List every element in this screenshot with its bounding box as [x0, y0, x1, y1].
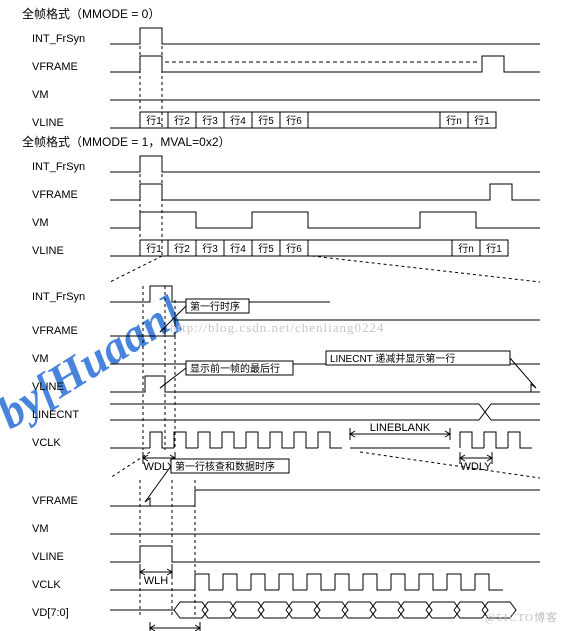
svg-text:行1: 行1 — [486, 242, 502, 255]
svg-text:行1: 行1 — [474, 114, 490, 127]
svg-text:行1: 行1 — [146, 242, 162, 255]
svg-text:INT_FrSyn: INT_FrSyn — [32, 161, 85, 173]
svg-text:行6: 行6 — [286, 242, 302, 255]
svg-text:VCLK: VCLK — [32, 579, 61, 591]
svg-text:第一行时序: 第一行时序 — [190, 300, 240, 313]
svg-text:INT_FrSyn: INT_FrSyn — [32, 291, 85, 303]
svg-text:第一行核查和数据时序: 第一行核查和数据时序 — [175, 460, 275, 473]
svg-text:行5: 行5 — [258, 242, 274, 255]
svg-text:行n: 行n — [446, 114, 462, 127]
svg-text:全帧格式（MMODE = 1，MVAL=0x2）: 全帧格式（MMODE = 1，MVAL=0x2） — [22, 134, 231, 149]
svg-text:行4: 行4 — [230, 114, 246, 127]
svg-text:VFRAME: VFRAME — [32, 325, 78, 337]
timing-diagram: by[Huaan] 全帧格式（MMODE = 0） INT_FrSyn VFRAME V… — [0, 0, 570, 631]
svg-text:行2: 行2 — [174, 114, 190, 127]
svg-text:VLINE: VLINE — [32, 245, 64, 257]
svg-text:VLINE: VLINE — [32, 551, 64, 563]
svg-text:VM: VM — [32, 89, 49, 101]
svg-text:行4: 行4 — [230, 242, 246, 255]
svg-text:行2: 行2 — [174, 242, 190, 255]
svg-text:VLINE: VLINE — [32, 381, 64, 393]
svg-text:VD[7:0]: VD[7:0] — [32, 607, 69, 619]
svg-text:LINECNT 递减并显示第一行: LINECNT 递减并显示第一行 — [330, 352, 455, 365]
svg-text:VLINE: VLINE — [32, 117, 64, 129]
svg-text:行3: 行3 — [202, 242, 218, 255]
svg-text:VFRAME: VFRAME — [32, 495, 78, 507]
svg-text:by[Huaan]: by[Huaan] — [0, 286, 191, 439]
svg-text:LINECNT: LINECNT — [32, 409, 79, 421]
svg-text:行1: 行1 — [146, 114, 162, 127]
svg-text:显示前一帧的最后行: 显示前一帧的最后行 — [190, 362, 280, 375]
svg-text:WLH: WLH — [144, 575, 169, 587]
svg-text:VFRAME: VFRAME — [32, 189, 78, 201]
svg-text:行n: 行n — [458, 242, 474, 255]
svg-text:VFRAME: VFRAME — [32, 61, 78, 73]
svg-text:行5: 行5 — [258, 114, 274, 127]
svg-text:VM: VM — [32, 353, 49, 365]
svg-text:INT_FrSyn: INT_FrSyn — [32, 33, 85, 45]
svg-text:行6: 行6 — [286, 114, 302, 127]
svg-text:行3: 行3 — [202, 114, 218, 127]
timing-svg: by[Huaan] 全帧格式（MMODE = 0） INT_FrSyn VFRAME V… — [0, 0, 570, 631]
svg-text:VM: VM — [32, 217, 49, 229]
svg-text:WDLY: WDLY — [461, 461, 493, 473]
svg-text:VCLK: VCLK — [32, 437, 61, 449]
svg-text:VM: VM — [32, 523, 49, 535]
svg-text:全帧格式（MMODE = 0）: 全帧格式（MMODE = 0） — [22, 6, 160, 21]
footer-watermark: @51CTO博客 — [485, 609, 558, 625]
svg-text:LINEBLANK: LINEBLANK — [370, 422, 431, 434]
csdn-watermark: http://blog.csdn.net/chenliang0224 — [170, 320, 385, 336]
